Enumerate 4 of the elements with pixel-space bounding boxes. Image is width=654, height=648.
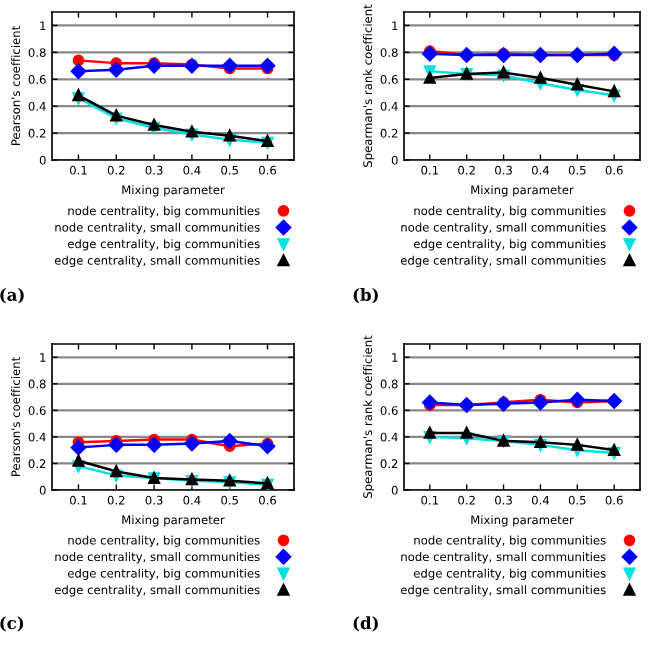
text: (c) — [0, 616, 24, 632]
text: (d) — [353, 616, 378, 632]
text: (b) — [353, 288, 378, 304]
text: (a) — [0, 288, 24, 304]
